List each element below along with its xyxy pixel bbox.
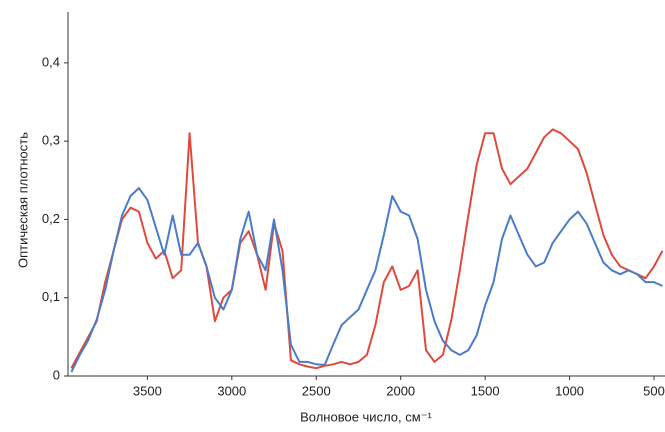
- x-tick-label: 3000: [217, 383, 246, 398]
- y-tick-label: 0,1: [42, 289, 60, 304]
- x-tick-label: 1000: [555, 383, 584, 398]
- series-line: [70, 187, 663, 373]
- x-tick-label: 3500: [133, 383, 162, 398]
- x-axis-title: Волновое число, см⁻¹: [300, 409, 432, 424]
- y-tick-label: 0,3: [42, 133, 60, 148]
- x-tick-label: 1500: [471, 383, 500, 398]
- y-tick-label: 0: [53, 367, 60, 382]
- series-line: [70, 128, 664, 370]
- y-tick-label: 0,4: [42, 54, 60, 69]
- y-tick-label: 0,2: [42, 211, 60, 226]
- y-axis-title: Оптическая плотность: [15, 132, 30, 268]
- x-tick-label: 2000: [386, 383, 415, 398]
- x-tick-label: 2500: [302, 383, 331, 398]
- x-tick-label: 500: [643, 383, 665, 398]
